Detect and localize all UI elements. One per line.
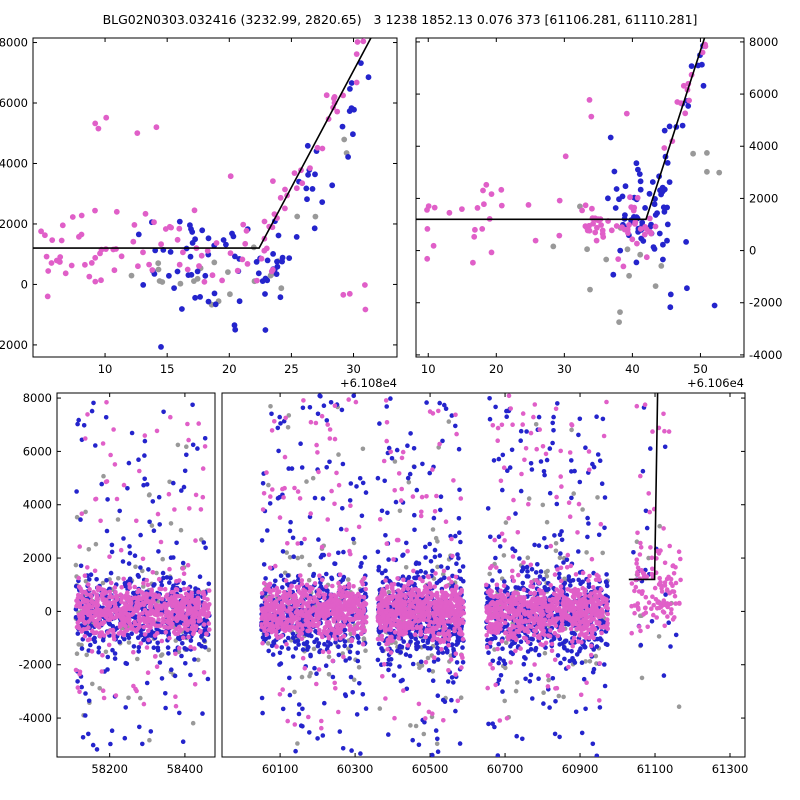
y-tick-label: 0 [749, 244, 756, 258]
scatter-series-blue [375, 396, 463, 757]
model-line [628, 393, 659, 581]
x-tick-label: 30 [557, 362, 572, 376]
y-tick-label: -2000 [19, 658, 52, 672]
x-tick-label: 10 [421, 362, 436, 376]
x-tick-label: 60700 [487, 762, 524, 776]
x-axis-ticks: 58200 58400 [91, 393, 203, 776]
y-tick-label: 6000 [749, 87, 778, 101]
axes-frame [221, 392, 746, 758]
y-tick-label: 6000 [23, 444, 52, 458]
scatter-series-blue [158, 291, 269, 350]
axes-frame [415, 37, 745, 358]
scatter-series-pink [38, 207, 276, 300]
y-tick-label: 4000 [23, 498, 52, 512]
model-line [33, 38, 372, 249]
y-tick-label: 6000 [0, 96, 28, 110]
x-axis-offset-label: +6.108e4 [340, 376, 397, 390]
scatter-series-pink [73, 400, 208, 709]
scatter-series-blue [271, 60, 372, 273]
scatter-series-blue [648, 42, 707, 237]
y-tick-label: 8000 [23, 391, 52, 405]
scatter-series-pink [484, 565, 610, 670]
y-tick-label: 2000 [749, 191, 778, 205]
y-tick-label: 4000 [749, 139, 778, 153]
y-tick-label: -4000 [749, 348, 782, 362]
x-tick-label: 50 [693, 362, 708, 376]
scatter-series-pink [661, 41, 709, 151]
scatter-series-pink [424, 181, 591, 266]
y-tick-label: 4000 [0, 156, 28, 170]
scatter-series-gray [492, 422, 607, 720]
x-axis-ticks: 10 15 20 25 30 [98, 38, 361, 376]
x-tick-label: 60100 [262, 762, 299, 776]
scatter-series-pink [259, 565, 369, 660]
scatter-series-gray [690, 150, 723, 176]
axes-frame [56, 392, 216, 758]
x-tick-label: 30 [346, 362, 361, 376]
x-tick-label: 25 [284, 362, 299, 376]
x-tick-label: 20 [489, 362, 504, 376]
y-tick-label: -4000 [19, 711, 52, 725]
scatter-series-pink [261, 38, 367, 254]
y-tick-label: 2000 [23, 551, 52, 565]
y-tick-label: -2000 [749, 296, 782, 310]
scatter-series-pink [92, 114, 234, 180]
model-line [416, 38, 706, 221]
scatter-points [38, 38, 372, 350]
scatter-series-pink [375, 398, 465, 723]
y-tick-label: 0 [45, 604, 52, 618]
axes-frame [32, 37, 398, 358]
scatter-points [424, 41, 723, 325]
x-axis-offset-label: +6.106e4 [687, 376, 744, 390]
x-tick-label: 60500 [412, 762, 449, 776]
y-axis-ticks: -2000 0 2000 4000 6000 8000 [0, 36, 397, 352]
x-tick-label: 60300 [337, 762, 374, 776]
x-tick-label: 40 [625, 362, 640, 376]
scatter-series-pink [562, 97, 630, 240]
x-axis-ticks: 10 20 30 40 50 [421, 38, 708, 376]
scatter-points [259, 393, 683, 757]
y-tick-label: 0 [21, 277, 28, 291]
y-axis-ticks: -4000 -2000 0 2000 4000 6000 8000 [416, 35, 782, 362]
panel-top-right: -4000 -2000 0 2000 4000 6000 8000 10 20 30 40 50+6.… [415, 35, 782, 390]
x-tick-label: 10 [98, 362, 113, 376]
x-tick-label: 61100 [637, 762, 674, 776]
y-axis-ticks: -4000 -2000 0 2000 4000 6000 8000 [19, 391, 745, 725]
x-tick-label: 15 [160, 362, 175, 376]
scatter-series-pink [484, 393, 609, 723]
x-axis-ticks: 60100 60300 60500 60700 60900 61100 61300 [262, 393, 748, 776]
x-tick-label: 60900 [562, 762, 599, 776]
x-tick-label: 61300 [712, 762, 749, 776]
scatter-series-blue [135, 218, 285, 329]
x-tick-label: 20 [222, 362, 237, 376]
figure-title: BLG02N0303.032416 (3232.99, 2820.65) 3 1… [102, 12, 698, 27]
y-tick-label: 8000 [749, 35, 778, 49]
scatter-series-blue [667, 239, 718, 311]
y-tick-label: 2000 [0, 217, 28, 231]
x-tick-label: 58200 [91, 762, 128, 776]
scatter-series-pink [340, 282, 369, 313]
scatter-series-blue [259, 393, 369, 756]
scatter-series-blue [640, 405, 668, 531]
y-tick-label: -2000 [0, 338, 28, 352]
scatter-series-pink [74, 566, 212, 659]
scatter-points [73, 400, 212, 752]
y-tick-label: 8000 [0, 36, 28, 50]
x-tick-label: 58400 [167, 762, 204, 776]
panel-bottom: -4000 -2000 0 2000 4000 6000 8000 58200 58400 601… [19, 391, 749, 776]
scatter-series-pink [260, 397, 367, 731]
scatter-series-pink [629, 530, 683, 636]
panel-top-left: -2000 0 2000 4000 6000 8000 10 15 20 25 30+6.108e4 [0, 36, 398, 390]
